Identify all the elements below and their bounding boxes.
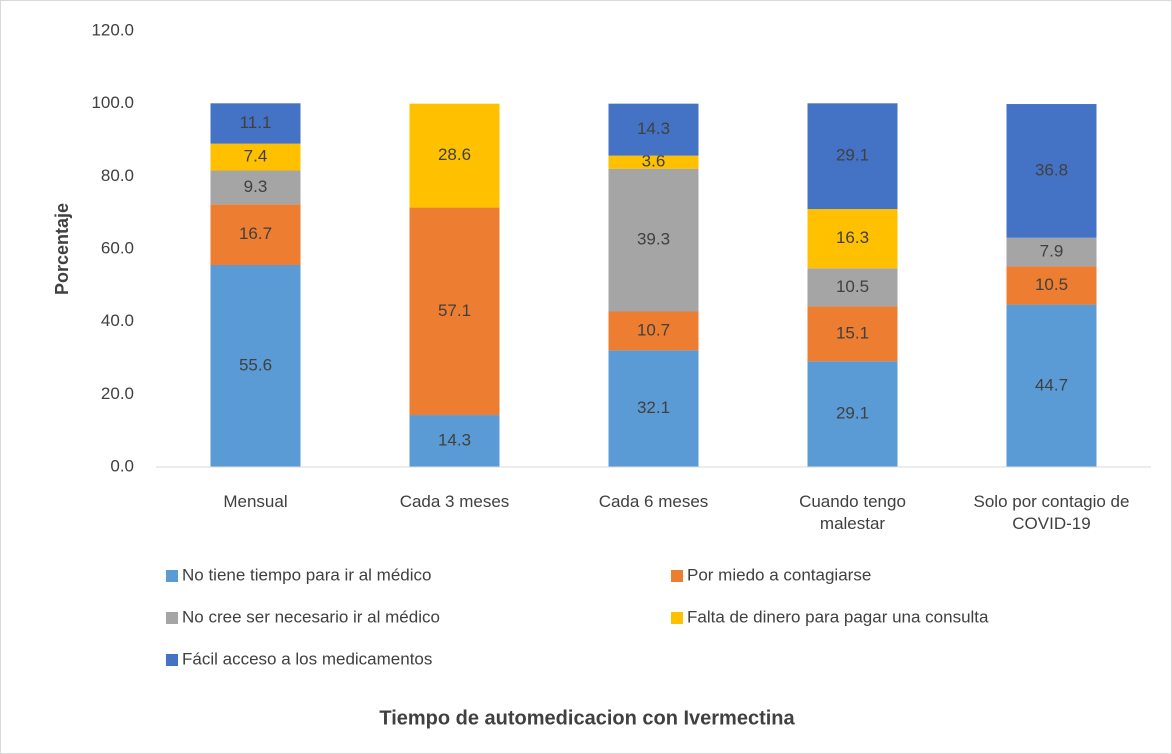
bar-segment (409, 207, 500, 416)
bar-segment (1006, 266, 1097, 305)
data-label: 36.8 (1035, 160, 1068, 179)
y-tick-label: 40.0 (101, 311, 134, 330)
bar-segment (608, 168, 699, 312)
y-tick-label: 0.0 (110, 456, 134, 475)
legend-swatch (166, 612, 178, 624)
x-tick-label: Mensual (223, 492, 288, 511)
data-label: 55.6 (239, 355, 272, 374)
data-label: 10.5 (836, 277, 869, 296)
y-axis-title: Porcentaje (52, 203, 72, 295)
bar-segment (608, 311, 699, 351)
bar-segment (1006, 304, 1097, 467)
bar-segment (807, 268, 898, 307)
data-label: 57.1 (438, 301, 471, 320)
data-label: 14.3 (438, 431, 471, 450)
bar-segment (210, 170, 301, 205)
data-label: 11.1 (240, 113, 272, 132)
bar-segment (210, 204, 301, 265)
x-tick-label: Cuando tengo malestar (799, 492, 906, 533)
data-label: 10.7 (637, 320, 670, 339)
data-label: 28.6 (438, 145, 471, 164)
bar-segment (1006, 237, 1097, 267)
data-label: 44.7 (1035, 375, 1068, 394)
x-tick-label: Cada 6 meses (598, 492, 709, 511)
y-tick-label: 80.0 (101, 166, 134, 185)
bar-segment (608, 155, 699, 169)
legend-label: Por miedo a contagiarse (687, 565, 871, 584)
legend-label: Falta de dinero para pagar una consulta (687, 607, 989, 626)
bar-segment (807, 361, 898, 467)
bar-segment (409, 103, 500, 208)
bar-segment (210, 103, 301, 144)
bar-segment (807, 306, 898, 362)
bar-segment (608, 103, 699, 156)
data-label: 3.6 (642, 152, 666, 171)
bar-segment (807, 209, 898, 269)
y-tick-label: 100.0 (91, 93, 134, 112)
x-tick-label: Solo por contagio de COVID-19 (973, 492, 1130, 533)
y-tick-label: 60.0 (101, 238, 134, 257)
bar-segment (210, 143, 301, 171)
bar-segment (1006, 104, 1097, 238)
legend-swatch (671, 612, 683, 624)
data-label: 32.1 (637, 398, 670, 417)
bar-segment (608, 350, 699, 467)
data-label: 39.3 (637, 230, 670, 249)
y-tick-label: 120.0 (91, 20, 134, 39)
data-label: 7.4 (244, 147, 268, 166)
bar-segment (409, 415, 500, 467)
data-label: 16.7 (239, 224, 272, 243)
bar-segment (807, 103, 898, 210)
data-label: 14.3 (637, 119, 670, 138)
bar-segment (210, 264, 301, 467)
data-label: 29.1 (836, 404, 869, 423)
x-tick-label: Cada 3 meses (399, 492, 510, 511)
legend-swatch (166, 570, 178, 582)
legend-swatch (166, 654, 178, 666)
data-label: 29.1 (836, 146, 869, 165)
data-label: 7.9 (1040, 242, 1064, 261)
y-tick-label: 20.0 (101, 384, 134, 403)
data-label: 9.3 (244, 177, 268, 196)
legend-label: Fácil acceso a los medicamentos (182, 649, 432, 668)
legend-label: No cree ser necesario ir al médico (182, 607, 440, 626)
legend-swatch (671, 570, 683, 582)
legend-label: No tiene tiempo para ir al médico (182, 565, 431, 584)
x-axis-title: Tiempo de automedicacion con Ivermectina (379, 707, 795, 729)
data-label: 15.1 (836, 323, 869, 342)
data-label: 16.3 (836, 228, 869, 247)
data-label: 10.5 (1035, 275, 1068, 294)
